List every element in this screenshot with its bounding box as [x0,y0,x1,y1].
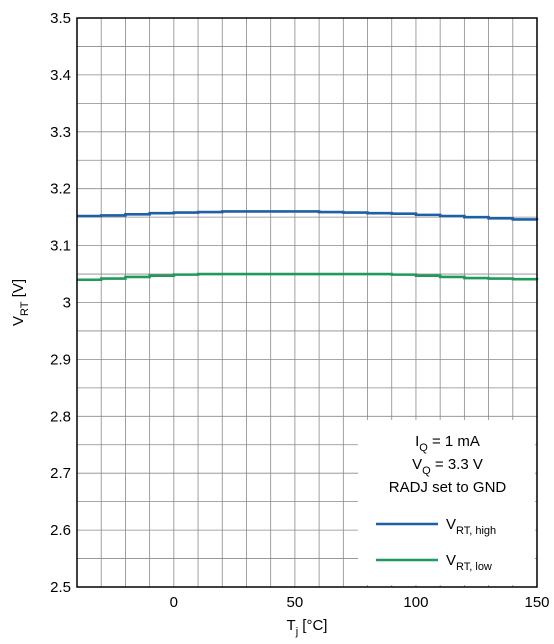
y-tick-label-2_7: 2.7 [50,465,71,482]
plot-area-frame [76,17,538,588]
axis-ticks: 2.5 2.6 2.7 2.8 2.9 3 3.1 3.2 3.3 3.4 3.5 0 50 100 150 [50,10,549,611]
series-lines [77,210,539,282]
x-tick-label-0: 0 [170,594,178,611]
y-tick-label-3: 3 [63,295,71,312]
legend-label-1: VRT, low [446,552,492,573]
series-line-0 [77,210,539,221]
y-tick-label-2_6: 2.6 [50,522,71,539]
x-axis-label-main: T [287,617,296,634]
y-tick-label-3_5: 3.5 [50,10,71,27]
x-axis-label: Tj [°C] [287,617,328,638]
legend-label-1-sub: RT, low [456,561,492,573]
x-axis-label-unit: [°C] [298,617,327,634]
legend-background [358,420,535,585]
legend-label-0-main: V [446,516,456,533]
legend-label-1-main: V [446,552,456,569]
annotation-1-main: V [412,456,422,473]
x-tick-label-100: 100 [403,594,428,611]
y-axis-label: VRT [V] [10,279,31,326]
annotation-1-rest: = 3.3 V [431,456,483,473]
y-axis-label-sub: RT [19,301,31,316]
y-tick-label-2_5: 2.5 [50,579,71,596]
y-tick-label-2_8: 2.8 [50,408,71,425]
legend-label-0-sub: RT, high [456,525,496,537]
y-tick-label-3_4: 3.4 [50,67,71,84]
x-tick-label-50: 50 [287,594,304,611]
y-tick-label-3_2: 3.2 [50,181,71,198]
y-tick-label-3_3: 3.3 [50,124,71,141]
annotation-2-main: RADJ set to GND [389,479,507,496]
annotation-1-sub: Q [422,465,431,477]
y-axis-label-unit: [V] [10,279,27,302]
annotation-0-main: I [415,433,419,450]
y-axis-label-main: V [10,316,27,326]
legend-label-0: VRT, high [446,516,496,537]
annotation-0-rest: = 1 mA [428,433,480,450]
annotation-0-sub: Q [419,442,428,454]
series-line-1 [77,272,539,282]
annotation-1: VQ = 3.3 V [412,456,483,477]
y-tick-label-2_9: 2.9 [50,351,71,368]
y-tick-label-3_1: 3.1 [50,238,71,255]
x-axis-label-sub: j [295,626,298,638]
annotation-2: RADJ set to GND [389,479,507,496]
x-tick-label-150: 150 [524,594,549,611]
annotation-0: IQ = 1 mA [415,433,480,454]
